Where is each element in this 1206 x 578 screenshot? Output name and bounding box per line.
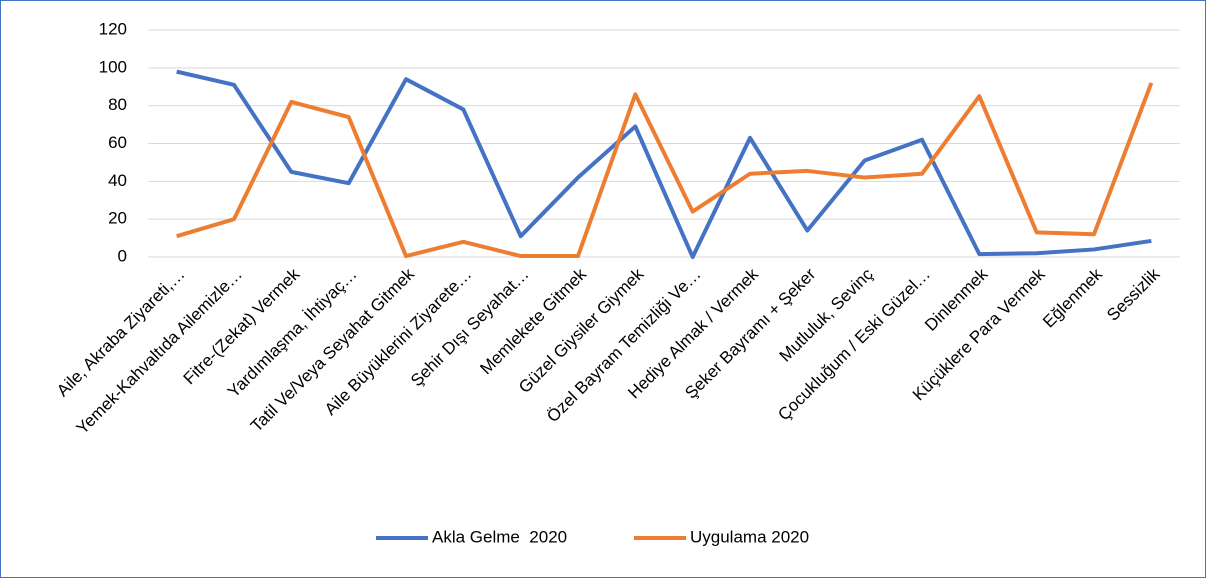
y-tick-label: 0 [118, 246, 127, 265]
y-tick-label: 40 [108, 171, 127, 190]
y-tick-label: 120 [99, 19, 127, 38]
y-tick-label: 80 [108, 95, 127, 114]
legend-label: Akla Gelme 2020 [432, 527, 567, 546]
series-line [176, 82, 1154, 259]
legend-label: Uygulama 2020 [690, 527, 809, 546]
y-tick-label: 60 [108, 133, 127, 152]
y-tick-label: 20 [108, 209, 127, 228]
series-line [176, 69, 1152, 259]
y-tick-label: 100 [99, 57, 127, 76]
